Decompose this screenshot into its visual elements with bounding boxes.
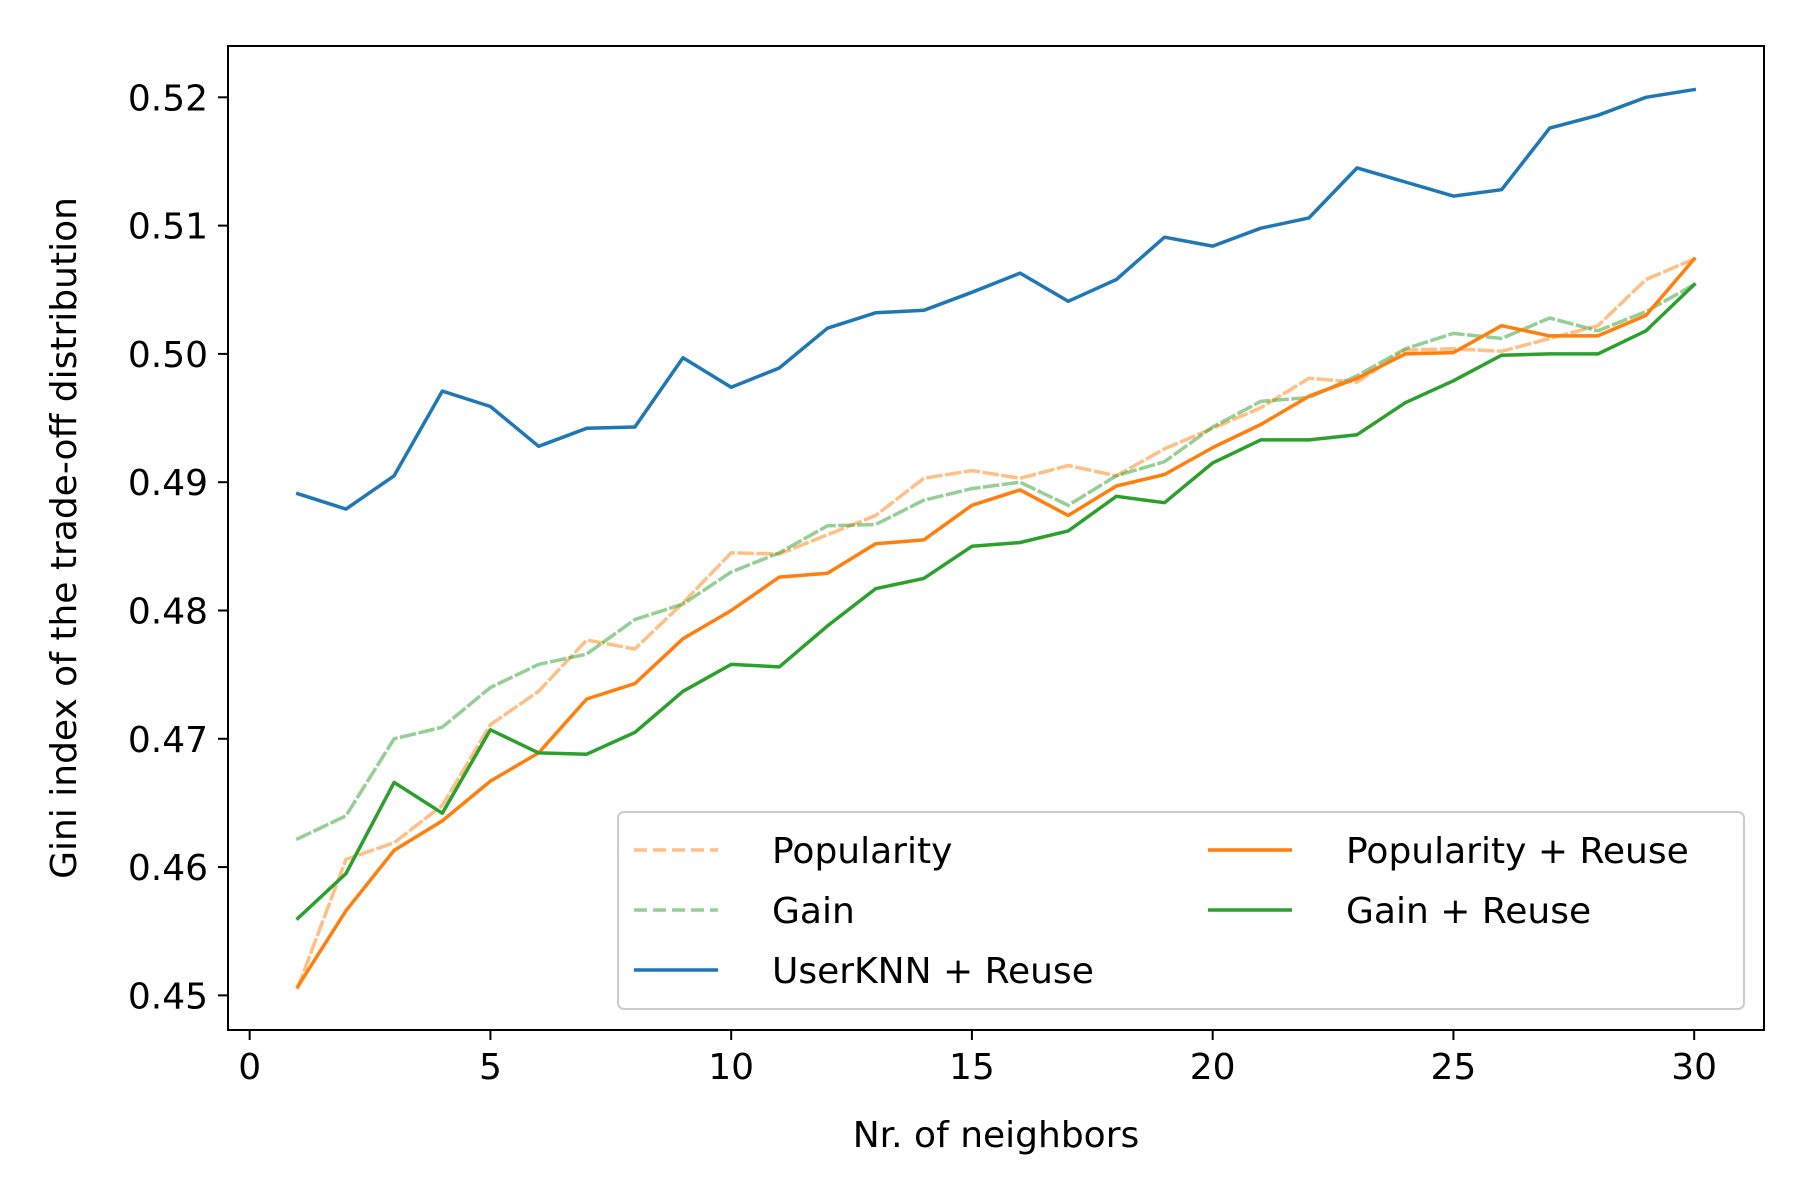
x-tick-label: 5 — [479, 1047, 502, 1088]
legend-box — [617, 811, 1745, 1010]
x-tick-label: 20 — [1190, 1047, 1236, 1088]
x-tick-label: 30 — [1671, 1047, 1717, 1088]
legend-label: Popularity — [772, 831, 952, 872]
series-line-popularity-reuse — [295, 256, 1697, 989]
series-line-gain — [295, 282, 1697, 842]
x-tick-label: 10 — [708, 1047, 754, 1088]
series-layer — [295, 87, 1697, 990]
axes-frame — [227, 45, 1765, 1031]
x-axis-ticks: 0 5 10 15 20 25 30 — [238, 1030, 1717, 1088]
y-tick-label: 0.48 — [128, 591, 208, 632]
legend-label: Gain + Reuse — [1346, 891, 1591, 932]
y-tick-label: 0.49 — [128, 463, 208, 504]
series-line-gain-reuse — [295, 282, 1697, 921]
x-axis-label: Nr. of neighbors — [853, 1115, 1140, 1156]
y-tick-label: 0.45 — [128, 976, 208, 1017]
x-tick-label: 25 — [1431, 1047, 1477, 1088]
y-tick-label: 0.51 — [128, 207, 208, 248]
y-tick-label: 0.47 — [128, 720, 208, 761]
x-tick-label: 15 — [949, 1047, 995, 1088]
legend-label: UserKNN + Reuse — [772, 951, 1094, 992]
legend-label: Popularity + Reuse — [1346, 831, 1689, 872]
y-tick-label: 0.52 — [128, 78, 208, 119]
y-axis-ticks: 0.45 0.46 0.47 0.48 0.49 0.50 0.51 0.52 — [128, 78, 228, 1017]
y-axis-label: Gini index of the trade-off distribution — [44, 197, 85, 879]
legend: Popularity Gain UserKNN + Reuse Popularity … — [617, 811, 1745, 1010]
y-tick-label: 0.46 — [128, 848, 208, 889]
y-tick-label: 0.50 — [128, 335, 208, 376]
series-line-userknn-reuse — [295, 87, 1697, 511]
legend-label: Gain — [772, 891, 855, 932]
x-tick-label: 0 — [238, 1047, 261, 1088]
